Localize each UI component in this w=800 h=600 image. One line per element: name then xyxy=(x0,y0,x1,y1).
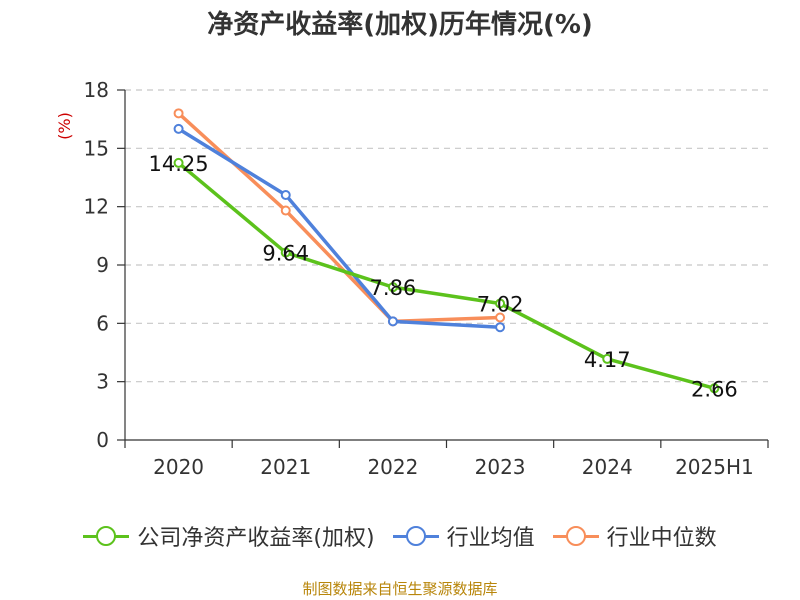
y-tick-label: 15 xyxy=(84,136,109,160)
series-line-2 xyxy=(177,112,501,324)
legend-item[interactable]: 公司净资产收益率(加权) xyxy=(83,520,375,552)
legend-label: 行业均值 xyxy=(446,526,535,551)
y-axis-label: (%) xyxy=(55,112,74,140)
x-tick-label: 2022 xyxy=(367,455,418,479)
y-tick-label: 12 xyxy=(84,195,109,219)
data-point xyxy=(602,353,613,364)
legend-label: 行业中位数 xyxy=(606,526,717,551)
legend-item[interactable]: 行业中位数 xyxy=(552,520,717,552)
source-note: 制图数据来自恒生聚源数据库 xyxy=(302,580,498,598)
y-tick-label: 6 xyxy=(96,311,109,335)
data-point xyxy=(280,205,291,216)
data-label: 7.86 xyxy=(370,276,417,300)
data-label: 14.25 xyxy=(149,152,209,176)
data-label: 9.64 xyxy=(262,242,309,266)
data-point xyxy=(495,312,506,323)
data-point xyxy=(495,322,506,333)
data-point xyxy=(280,247,291,258)
data-label: 2.66 xyxy=(691,377,738,401)
legend-item[interactable]: 行业均值 xyxy=(392,520,535,552)
data-point xyxy=(495,298,506,309)
y-tick-label: 18 xyxy=(84,78,109,102)
chart-title: 净资产收益率(加权)历年情况(%) xyxy=(207,10,593,40)
legend-label: 公司净资产收益率(加权) xyxy=(137,526,375,551)
y-tick-label: 3 xyxy=(96,370,109,394)
data-point xyxy=(387,316,398,327)
x-tick-label: 2024 xyxy=(582,455,633,479)
data-point xyxy=(387,282,398,293)
data-point xyxy=(709,383,720,394)
legend-marker-icon xyxy=(392,526,439,546)
data-point xyxy=(173,157,184,168)
legend-marker-icon xyxy=(552,526,599,546)
data-point xyxy=(173,123,184,134)
data-label: 7.02 xyxy=(477,293,524,317)
x-tick-label: 2025H1 xyxy=(675,455,754,479)
data-point xyxy=(173,108,184,119)
x-tick-label: 2023 xyxy=(475,455,526,479)
y-tick-label: 9 xyxy=(96,253,109,277)
y-tick-label: 0 xyxy=(96,428,109,452)
x-tick-label: 2020 xyxy=(153,455,204,479)
legend: 公司净资产收益率(加权) 行业均值 行业中位数 xyxy=(0,520,800,552)
series-line-0 xyxy=(177,161,715,390)
data-point xyxy=(280,190,291,200)
series-line-1 xyxy=(177,127,501,329)
x-tick-label: 2021 xyxy=(260,455,311,479)
legend-marker-icon xyxy=(83,526,130,546)
data-label: 4.17 xyxy=(584,348,631,372)
